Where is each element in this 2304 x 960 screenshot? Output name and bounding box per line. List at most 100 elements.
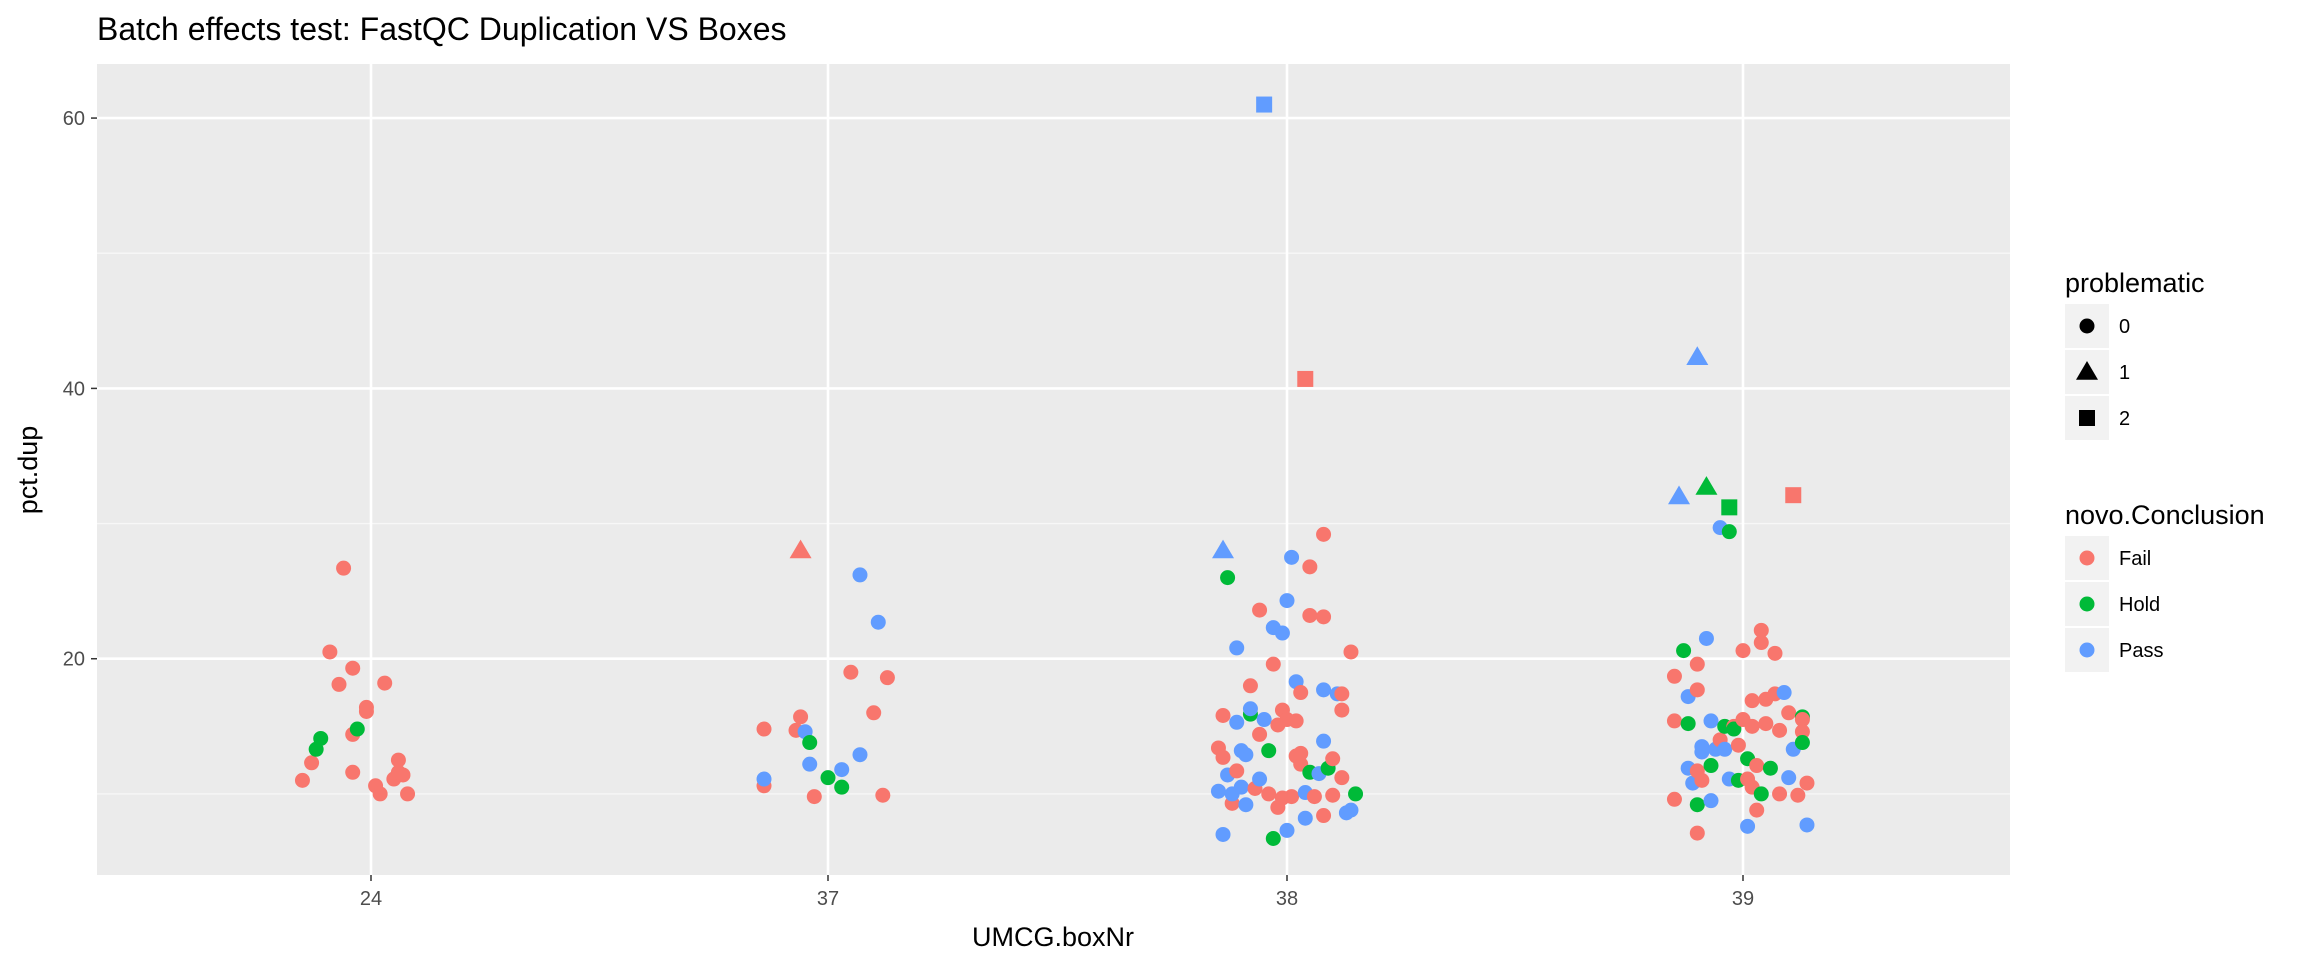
- data-point: [834, 762, 850, 778]
- data-point: [1726, 721, 1742, 737]
- data-point: [1293, 685, 1309, 701]
- data-point: [1799, 817, 1815, 833]
- data-point: [1753, 635, 1769, 651]
- data-point: [802, 735, 818, 751]
- y-tick-label: 60: [63, 108, 85, 130]
- legend-key-color: [2079, 596, 2095, 612]
- data-point: [1316, 682, 1332, 698]
- data-point: [1316, 733, 1332, 749]
- axes: 20 40 60 24 37 38 39: [63, 108, 1754, 910]
- data-point: [1252, 602, 1268, 618]
- data-point: [1215, 826, 1231, 842]
- legend-key-square: [2079, 410, 2095, 426]
- data-point: [820, 770, 836, 786]
- data-point: [1348, 786, 1364, 802]
- data-point: [1316, 526, 1332, 542]
- data-point: [1694, 739, 1710, 755]
- data-point: [1717, 741, 1733, 757]
- data-point: [1666, 791, 1682, 807]
- data-point: [322, 644, 338, 660]
- data-point: [806, 789, 822, 805]
- data-point: [1334, 686, 1350, 702]
- plot-panel: [97, 64, 2010, 875]
- legend-entry-label: 0: [2119, 316, 2130, 338]
- data-point: [1703, 793, 1719, 809]
- data-point: [1229, 763, 1245, 779]
- data-point: [304, 755, 320, 771]
- data-point: [1730, 737, 1746, 753]
- data-point: [1698, 630, 1714, 646]
- data-point: [1256, 96, 1273, 113]
- data-point: [1256, 712, 1272, 728]
- data-point: [1261, 786, 1277, 802]
- data-point: [336, 560, 352, 576]
- data-point: [1265, 831, 1281, 847]
- data-point: [1242, 701, 1258, 717]
- data-point: [1794, 724, 1810, 740]
- data-point: [1229, 714, 1245, 730]
- data-point: [1343, 802, 1359, 818]
- data-point: [1694, 772, 1710, 788]
- data-point: [349, 721, 365, 737]
- data-point: [1772, 722, 1788, 738]
- legend-entry-label: Pass: [2119, 640, 2163, 662]
- data-point: [1799, 775, 1815, 791]
- data-point: [1666, 713, 1682, 729]
- x-tick-label: 38: [1276, 888, 1298, 910]
- data-point: [1252, 726, 1268, 742]
- data-point: [1212, 539, 1235, 559]
- y-tick-label: 20: [63, 649, 85, 671]
- data-point: [1689, 682, 1705, 698]
- data-point: [1721, 499, 1738, 516]
- legend-entry-label: Hold: [2119, 594, 2160, 616]
- data-point: [1279, 593, 1295, 609]
- data-point: [1744, 693, 1760, 709]
- legend-key-triangle: [2076, 361, 2098, 380]
- data-point: [1794, 735, 1810, 751]
- x-tick-label: 37: [817, 888, 839, 910]
- data-point: [1293, 745, 1309, 761]
- data-point: [1297, 370, 1314, 387]
- data-point: [1668, 485, 1691, 505]
- data-point: [1749, 758, 1765, 774]
- data-point: [870, 614, 886, 630]
- data-point: [1210, 783, 1226, 799]
- data-point: [866, 705, 882, 721]
- data-point: [1242, 678, 1258, 694]
- y-tick-label: 40: [63, 378, 85, 400]
- data-point: [834, 779, 850, 795]
- data-point: [1279, 822, 1295, 838]
- data-point: [789, 539, 812, 559]
- data-point: [1288, 713, 1304, 729]
- data-point: [1238, 797, 1254, 813]
- data-point: [1316, 808, 1332, 824]
- data-point: [372, 786, 388, 802]
- x-tick-label: 39: [1732, 888, 1754, 910]
- data-point: [377, 675, 393, 691]
- legend-entry-label: 2: [2119, 408, 2130, 430]
- data-point: [1316, 609, 1332, 625]
- data-point: [1325, 751, 1341, 767]
- data-point: [1703, 713, 1719, 729]
- data-point: [1744, 718, 1760, 734]
- x-tick-label: 24: [360, 888, 382, 910]
- data-point: [1229, 640, 1245, 656]
- chart-title: Batch effects test: FastQC Duplication V…: [97, 11, 787, 47]
- data-point: [1343, 644, 1359, 660]
- data-point: [1334, 770, 1350, 786]
- data-point: [1666, 668, 1682, 684]
- data-point: [1740, 818, 1756, 834]
- data-point: [1220, 570, 1236, 586]
- data-point: [793, 709, 809, 725]
- data-point: [1676, 643, 1692, 659]
- data-point: [756, 771, 772, 787]
- data-point: [1297, 810, 1313, 826]
- data-point: [1695, 476, 1718, 495]
- data-point: [1703, 758, 1719, 774]
- data-point: [1302, 607, 1318, 623]
- data-point: [294, 772, 310, 788]
- data-point: [313, 730, 329, 746]
- data-points: [294, 96, 1815, 847]
- data-point: [1215, 708, 1231, 724]
- data-point: [1689, 656, 1705, 672]
